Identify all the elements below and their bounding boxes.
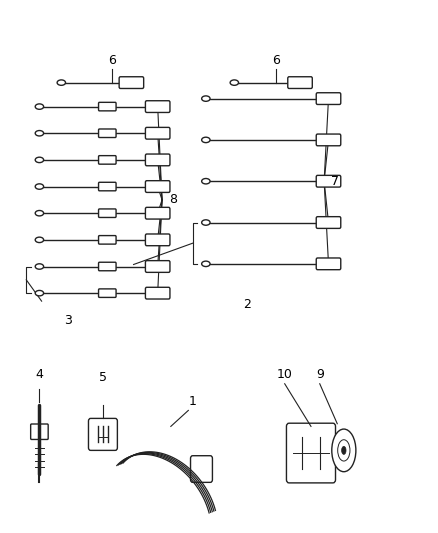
FancyBboxPatch shape: [145, 261, 170, 272]
FancyBboxPatch shape: [88, 418, 117, 450]
FancyBboxPatch shape: [286, 423, 336, 483]
FancyBboxPatch shape: [99, 262, 116, 271]
FancyBboxPatch shape: [145, 181, 170, 192]
Text: 2: 2: [244, 298, 251, 311]
Text: 6: 6: [272, 54, 280, 67]
FancyBboxPatch shape: [99, 289, 116, 297]
Ellipse shape: [201, 220, 210, 225]
FancyBboxPatch shape: [316, 93, 341, 104]
FancyBboxPatch shape: [119, 77, 144, 88]
FancyBboxPatch shape: [316, 216, 341, 228]
FancyBboxPatch shape: [316, 134, 341, 146]
Text: 6: 6: [108, 54, 116, 67]
Ellipse shape: [230, 80, 239, 85]
FancyBboxPatch shape: [99, 102, 116, 111]
Ellipse shape: [35, 184, 44, 189]
FancyBboxPatch shape: [316, 258, 341, 270]
Ellipse shape: [201, 179, 210, 184]
FancyBboxPatch shape: [145, 154, 170, 166]
FancyBboxPatch shape: [145, 234, 170, 246]
FancyBboxPatch shape: [145, 127, 170, 139]
Text: 9: 9: [316, 368, 324, 381]
Text: 10: 10: [277, 368, 293, 381]
FancyBboxPatch shape: [145, 101, 170, 112]
Ellipse shape: [35, 131, 44, 136]
Text: 5: 5: [99, 371, 107, 384]
Text: 3: 3: [64, 314, 72, 327]
Ellipse shape: [201, 261, 210, 266]
Ellipse shape: [35, 104, 44, 109]
Text: 7: 7: [331, 175, 339, 188]
FancyBboxPatch shape: [145, 207, 170, 219]
FancyBboxPatch shape: [99, 129, 116, 138]
Ellipse shape: [35, 211, 44, 216]
FancyBboxPatch shape: [316, 175, 341, 187]
Text: 8: 8: [169, 193, 177, 206]
FancyBboxPatch shape: [288, 77, 312, 88]
Ellipse shape: [57, 80, 66, 85]
Ellipse shape: [332, 429, 356, 472]
FancyBboxPatch shape: [145, 287, 170, 299]
Ellipse shape: [35, 237, 44, 243]
FancyBboxPatch shape: [99, 182, 116, 191]
Ellipse shape: [338, 440, 350, 461]
FancyBboxPatch shape: [99, 209, 116, 217]
Ellipse shape: [201, 96, 210, 101]
Text: 4: 4: [35, 368, 43, 381]
Ellipse shape: [201, 137, 210, 143]
FancyBboxPatch shape: [99, 156, 116, 164]
Ellipse shape: [342, 447, 346, 454]
FancyBboxPatch shape: [191, 456, 212, 482]
Text: 1: 1: [189, 395, 197, 408]
FancyBboxPatch shape: [99, 236, 116, 244]
Ellipse shape: [35, 264, 44, 269]
Ellipse shape: [35, 290, 44, 296]
Ellipse shape: [35, 157, 44, 163]
FancyBboxPatch shape: [31, 424, 48, 439]
